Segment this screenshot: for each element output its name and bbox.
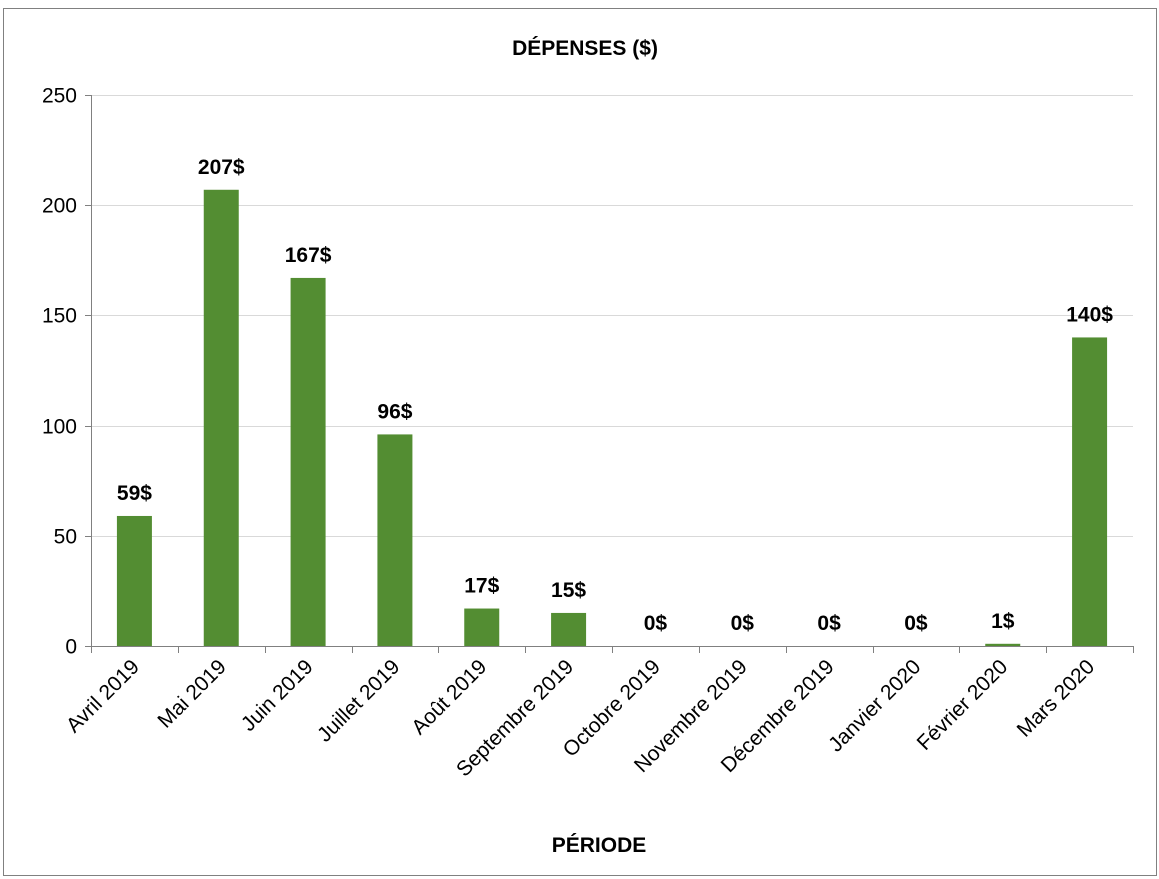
data-label: 0$	[644, 612, 668, 635]
data-label: 0$	[731, 612, 755, 635]
bar	[203, 189, 239, 646]
data-label: 140$	[1066, 303, 1113, 326]
data-label: 0$	[904, 612, 928, 635]
data-label: 17$	[464, 575, 499, 598]
data-label: 167$	[285, 244, 332, 267]
y-tick-label: 50	[54, 526, 77, 549]
bar	[377, 434, 413, 646]
bars	[116, 189, 1108, 646]
x-tick-label: Juin 2019	[237, 655, 318, 736]
x-tick-label: Août 2019	[407, 655, 491, 739]
data-label: 207$	[198, 156, 245, 179]
x-tick-label: Février 2020	[913, 655, 1013, 755]
bar	[551, 612, 587, 646]
x-tick-label: Mars 2020	[1013, 655, 1099, 741]
x-tick-label: Avril 2019	[62, 655, 144, 737]
bar	[464, 608, 500, 646]
y-tick-label: 250	[42, 85, 77, 108]
gridlines	[91, 95, 1133, 537]
data-label: 15$	[551, 579, 586, 602]
y-tick-label: 150	[42, 305, 77, 328]
x-axis-title: PÉRIODE	[552, 834, 647, 857]
data-label: 59$	[117, 482, 152, 505]
y-tick-label: 100	[42, 416, 77, 439]
y-tick-labels: 0 50 100 150 200 250	[42, 85, 77, 659]
y-tick-label: 200	[42, 195, 77, 218]
data-label: 96$	[377, 400, 412, 423]
chart-frame	[3, 8, 1157, 876]
y-tick-label: 0	[65, 636, 77, 659]
x-tick-label: Juillet 2019	[313, 655, 404, 746]
bar	[116, 515, 152, 646]
bar	[290, 277, 326, 646]
data-labels: 59$ 207$ 167$ 96$ 17$ 15$ 0$ 0$ 0$ 0$ 1$ 140$	[117, 156, 1113, 635]
bar	[985, 643, 1021, 646]
axes	[85, 95, 1134, 653]
bar	[1072, 337, 1108, 646]
chart-title: DÉPENSES ($)	[512, 37, 658, 60]
data-label: 1$	[991, 610, 1015, 633]
x-tick-label: Janvier 2020	[824, 655, 925, 756]
x-tick-label: Mai 2019	[153, 655, 230, 732]
data-label: 0$	[817, 612, 841, 635]
